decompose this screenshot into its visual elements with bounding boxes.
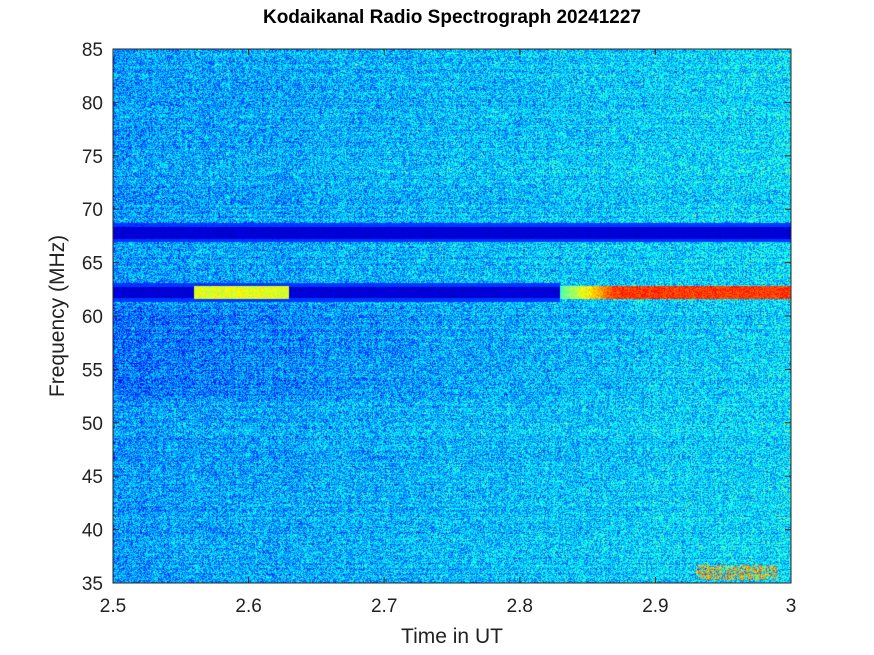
y-axis: 35 40 45 50 55 60 65 70 75 80 85	[82, 40, 791, 595]
y-tick-label: 75	[82, 147, 103, 168]
y-tick-label: 35	[82, 574, 103, 595]
x-tick-label: 2.5	[100, 596, 126, 617]
y-tick-label: 80	[82, 93, 103, 114]
x-tick-label: 2.9	[642, 596, 668, 617]
y-axis-label: Frequency (MHz)	[46, 235, 69, 397]
y-tick-label: 70	[82, 200, 103, 221]
x-axis: 2.5 2.6 2.7 2.8 2.9 3	[100, 49, 797, 617]
y-tick-label: 55	[82, 360, 103, 381]
y-tick-label: 65	[82, 254, 103, 275]
y-tick-label: 45	[82, 467, 103, 488]
x-tick-label: 3	[786, 596, 797, 617]
spectrogram-heatmap	[113, 49, 791, 583]
plot-area	[112, 48, 792, 584]
y-tick-label: 50	[82, 414, 103, 435]
x-axis-label: Time in UT	[401, 625, 503, 648]
x-tick-label: 2.7	[371, 596, 397, 617]
x-tick-label: 2.6	[235, 596, 261, 617]
y-tick-label: 60	[82, 307, 103, 328]
chart-title: Kodaikanal Radio Spectrograph 20241227	[263, 7, 641, 28]
y-tick-label: 85	[82, 40, 103, 61]
y-tick-label: 40	[82, 521, 103, 542]
x-tick-label: 2.8	[507, 596, 533, 617]
